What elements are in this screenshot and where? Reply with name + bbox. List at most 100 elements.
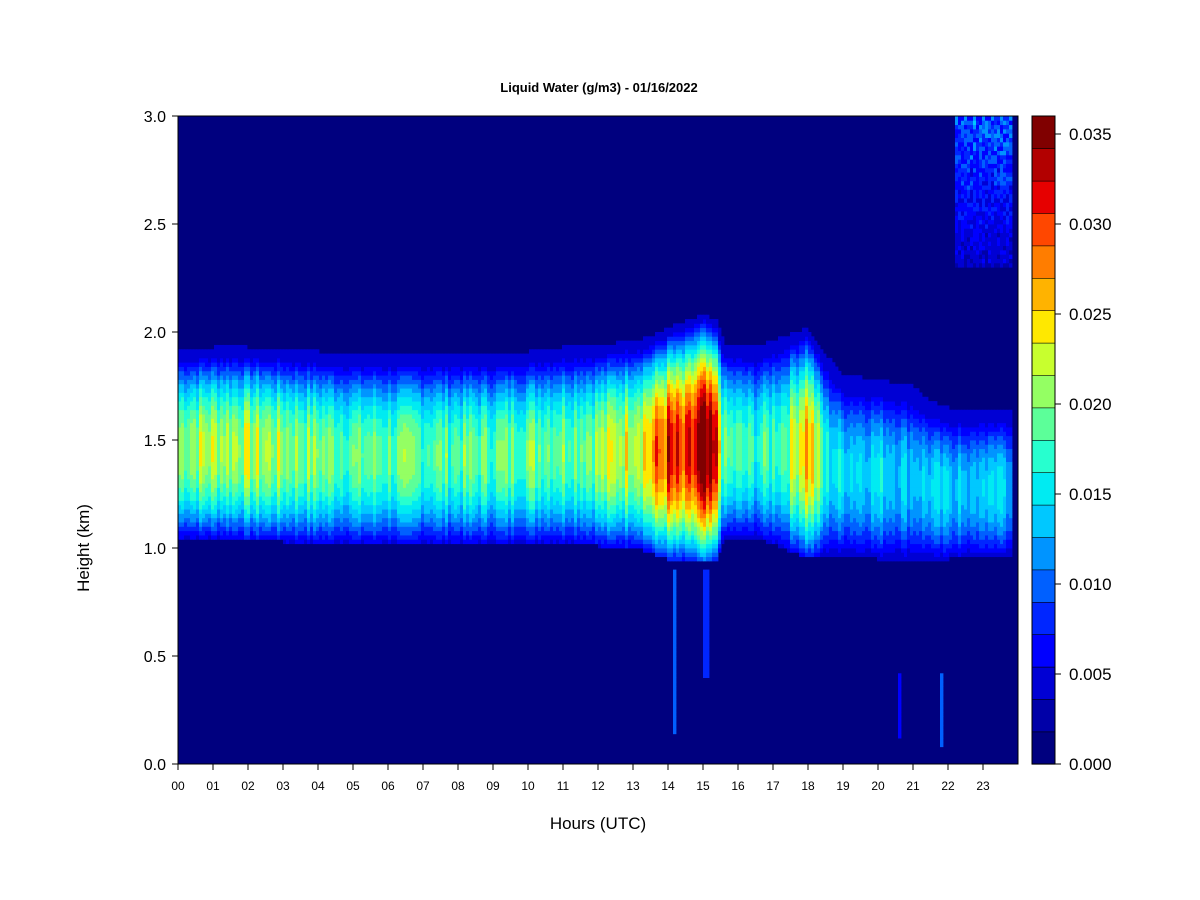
- heatmap-cell: [355, 379, 359, 385]
- heatmap-cell: [391, 539, 395, 545]
- heatmap-cell: [358, 418, 362, 424]
- heatmap-cell: [268, 522, 272, 527]
- heatmap-cell: [316, 388, 320, 393]
- heatmap-cell: [436, 418, 440, 424]
- heatmap-cell: [499, 435, 503, 441]
- heatmap-cell: [253, 452, 257, 458]
- heatmap-cell: [307, 405, 311, 411]
- heatmap-cell: [490, 452, 494, 458]
- heatmap-cell: [235, 487, 239, 493]
- heatmap-cell: [427, 483, 431, 488]
- heatmap-cell: [181, 535, 185, 540]
- heatmap-cell: [442, 509, 446, 514]
- heatmap-cell: [238, 452, 242, 458]
- heatmap-cell: [391, 431, 395, 437]
- heatmap-cell: [403, 452, 407, 458]
- heatmap-cell: [334, 375, 338, 380]
- heatmap-cell: [436, 496, 440, 501]
- heatmap-cell: [439, 500, 443, 506]
- heatmap-cell: [235, 483, 239, 488]
- heatmap-cell: [349, 409, 353, 415]
- heatmap-cell: [319, 448, 323, 454]
- heatmap-cell: [223, 496, 227, 501]
- heatmap-cell: [454, 435, 458, 441]
- heatmap-cell: [508, 435, 512, 441]
- heatmap-cell: [415, 461, 419, 467]
- heatmap-cell: [244, 440, 248, 445]
- heatmap-cell: [457, 535, 461, 540]
- heatmap-cell: [262, 452, 266, 458]
- heatmap-cell: [214, 375, 218, 380]
- heatmap-cell: [247, 500, 251, 506]
- heatmap-cell: [364, 435, 368, 441]
- heatmap-cell: [286, 448, 290, 454]
- heatmap-cell: [178, 388, 182, 393]
- heatmap-cell: [310, 392, 314, 398]
- heatmap-cell: [505, 396, 509, 402]
- heatmap-cell: [313, 375, 317, 380]
- heatmap-cell: [331, 478, 335, 484]
- heatmap-cell: [223, 427, 227, 432]
- heatmap-cell: [283, 414, 287, 419]
- heatmap-cell: [328, 435, 332, 441]
- heatmap-cell: [466, 491, 470, 497]
- heatmap-cell: [217, 349, 221, 354]
- heatmap-cell: [472, 418, 476, 424]
- heatmap-cell: [463, 396, 467, 402]
- heatmap-cell: [301, 418, 305, 424]
- heatmap-cell: [235, 370, 239, 376]
- heatmap-cell: [286, 461, 290, 467]
- heatmap-cell: [346, 379, 350, 385]
- heatmap-cell: [436, 440, 440, 445]
- heatmap-cell: [361, 392, 365, 398]
- heatmap-cell: [325, 509, 329, 514]
- heatmap-cell: [232, 396, 236, 402]
- heatmap-cell: [397, 366, 401, 372]
- heatmap-cell: [214, 465, 218, 471]
- heatmap-cell: [418, 522, 422, 527]
- heatmap-cell: [304, 535, 308, 540]
- heatmap-cell: [424, 370, 428, 376]
- heatmap-cell: [328, 405, 332, 411]
- heatmap-cell: [190, 522, 194, 527]
- heatmap-cell: [391, 435, 395, 441]
- heatmap-cell: [226, 396, 230, 402]
- heatmap-cell: [511, 414, 515, 419]
- heatmap-cell: [298, 444, 302, 450]
- heatmap-cell: [385, 504, 389, 510]
- heatmap-cell: [475, 370, 479, 376]
- heatmap-cell: [208, 379, 212, 385]
- heatmap-cell: [217, 435, 221, 441]
- heatmap-cell: [277, 414, 281, 419]
- heatmap-cell: [427, 366, 431, 372]
- heatmap-cell: [226, 427, 230, 432]
- heatmap-cell: [199, 383, 203, 389]
- heatmap-cell: [313, 427, 317, 432]
- heatmap-cell: [439, 392, 443, 398]
- heatmap-cell: [442, 422, 446, 428]
- heatmap-cell: [232, 474, 236, 480]
- heatmap-cell: [232, 392, 236, 398]
- heatmap-cell: [226, 474, 230, 480]
- heatmap-cell: [220, 396, 224, 402]
- heatmap-cell: [208, 470, 212, 475]
- heatmap-cell: [364, 422, 368, 428]
- heatmap-cell: [448, 474, 452, 480]
- heatmap-cell: [307, 349, 311, 354]
- heatmap-cell: [442, 375, 446, 380]
- heatmap-cell: [376, 435, 380, 441]
- heatmap-cell: [289, 414, 293, 419]
- heatmap-cell: [445, 435, 449, 441]
- heatmap-cell: [379, 444, 383, 450]
- heatmap-cell: [250, 487, 254, 493]
- heatmap-cell: [349, 452, 353, 458]
- heatmap-cell: [286, 474, 290, 480]
- heatmap-cell: [244, 349, 248, 354]
- heatmap-cell: [232, 491, 236, 497]
- heatmap-cell: [499, 357, 503, 363]
- heatmap-cell: [352, 496, 356, 501]
- heatmap-cell: [388, 388, 392, 393]
- heatmap-cell: [499, 496, 503, 501]
- heatmap-cell: [253, 405, 257, 411]
- heatmap-cell: [505, 478, 509, 484]
